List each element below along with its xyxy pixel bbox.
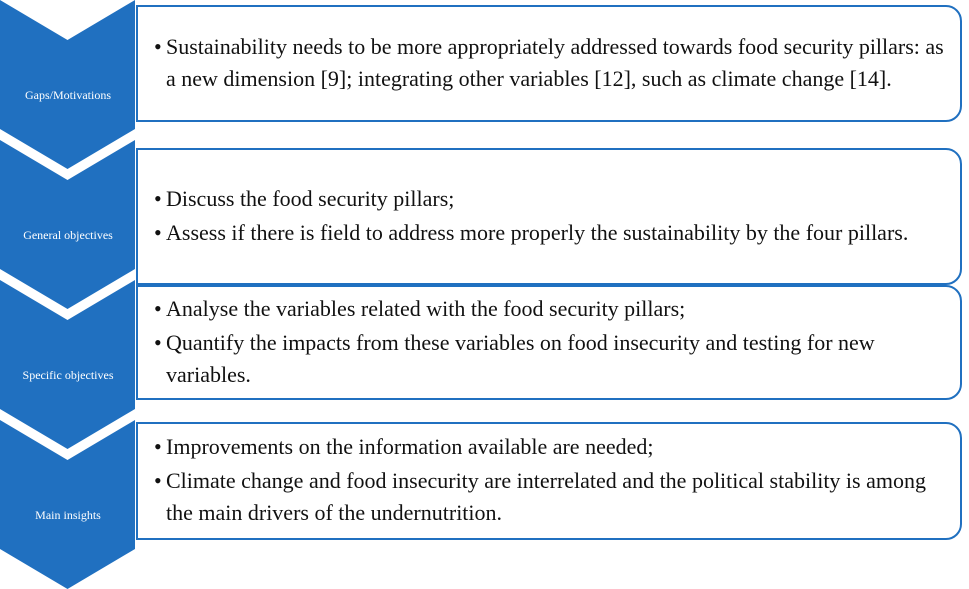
stage-box: Analyse the variables related with the f… bbox=[136, 285, 962, 400]
chevron bbox=[0, 0, 135, 169]
bullet: Sustainability needs to be more appropri… bbox=[154, 31, 950, 95]
stage-box: Improvements on the information availabl… bbox=[136, 422, 962, 540]
bullet: Discuss the food security pillars; bbox=[154, 183, 908, 215]
stage-label: Gaps/Motivations bbox=[25, 88, 111, 102]
chevron bbox=[0, 420, 135, 589]
stage-box: Sustainability needs to be more appropri… bbox=[136, 5, 962, 122]
bullet: Assess if there is field to address more… bbox=[154, 217, 908, 249]
stage-box: Discuss the food security pillars;Assess… bbox=[136, 148, 962, 285]
stage-label: General objectives bbox=[23, 228, 113, 242]
stage-label: Main insights bbox=[35, 508, 101, 522]
bullet: Analyse the variables related with the f… bbox=[154, 293, 950, 325]
bullet-list: Discuss the food security pillars;Assess… bbox=[138, 183, 918, 251]
bullet: Climate change and food insecurity are i… bbox=[154, 465, 950, 529]
bullet-list: Analyse the variables related with the f… bbox=[138, 293, 960, 393]
bullet-list: Sustainability needs to be more appropri… bbox=[138, 31, 960, 97]
bullet-list: Improvements on the information availabl… bbox=[138, 431, 960, 531]
bullet: Quantify the impacts from these variable… bbox=[154, 327, 950, 391]
stage-label: Specific objectives bbox=[22, 368, 114, 382]
bullet: Improvements on the information availabl… bbox=[154, 431, 950, 463]
chevron bbox=[0, 280, 135, 449]
chevron bbox=[0, 140, 135, 309]
